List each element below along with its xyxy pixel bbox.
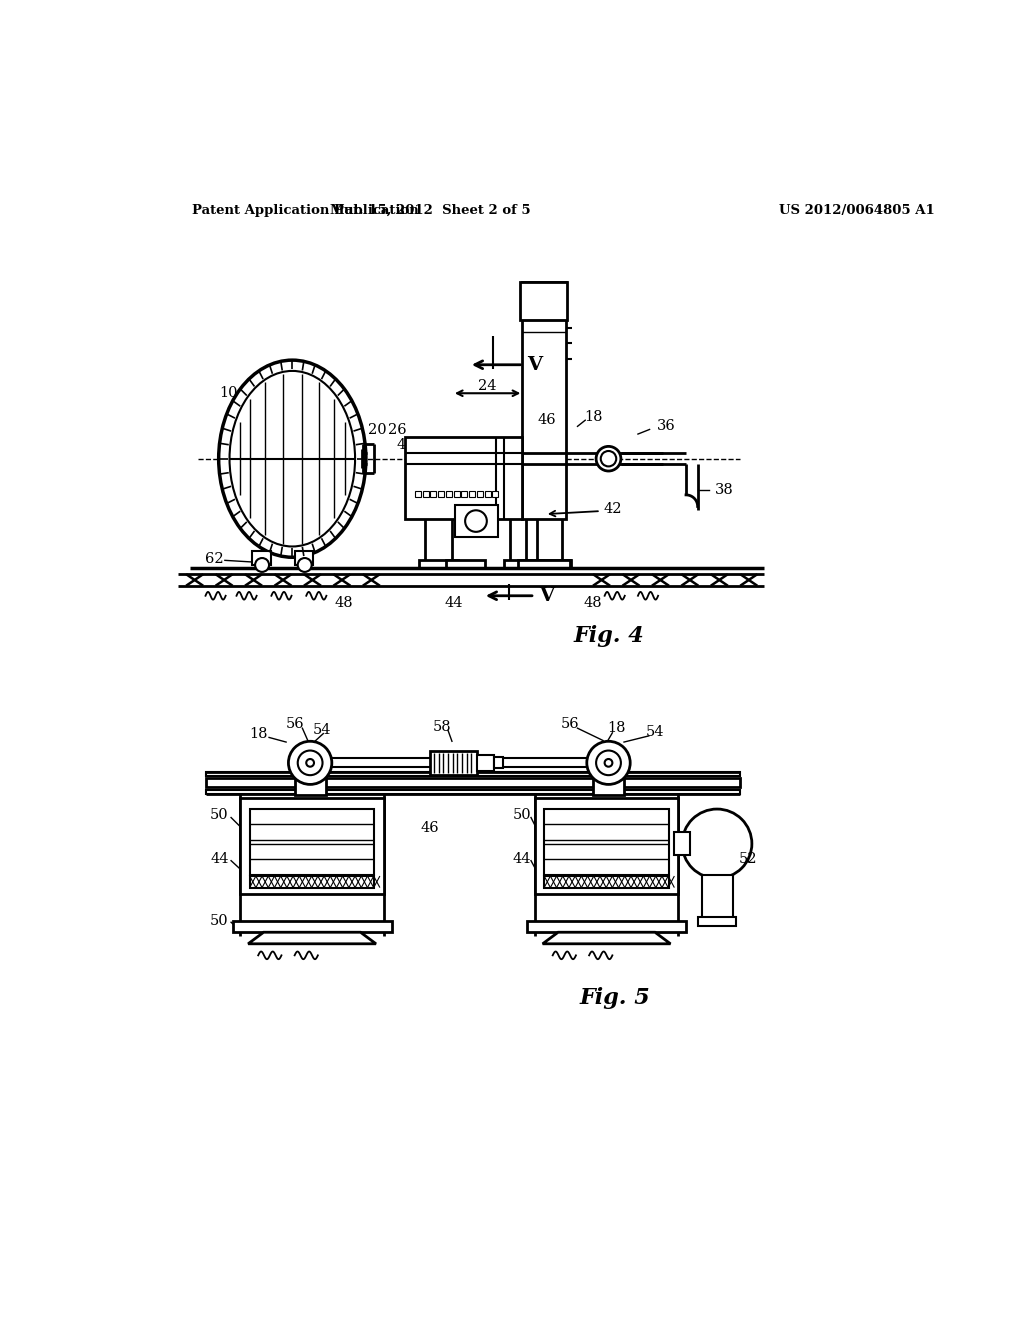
Text: 40: 40 <box>396 438 415 451</box>
Bar <box>521 281 566 519</box>
Text: Fig. 4: Fig. 4 <box>573 624 644 647</box>
Bar <box>504 561 544 568</box>
Circle shape <box>306 759 314 767</box>
Circle shape <box>255 558 269 572</box>
Bar <box>477 491 483 498</box>
Text: 18: 18 <box>249 727 267 742</box>
Circle shape <box>682 809 752 878</box>
Circle shape <box>604 759 612 767</box>
Bar <box>295 552 313 565</box>
Bar <box>445 491 452 498</box>
Bar <box>250 809 375 875</box>
Text: V: V <box>539 587 554 605</box>
Circle shape <box>465 511 486 532</box>
Circle shape <box>596 751 621 775</box>
Text: 56: 56 <box>286 717 304 731</box>
Bar <box>295 776 326 795</box>
Text: 52: 52 <box>738 853 758 866</box>
Polygon shape <box>248 932 376 944</box>
Bar <box>484 491 490 498</box>
Bar <box>206 789 740 793</box>
Bar <box>252 552 270 565</box>
Bar <box>406 437 521 519</box>
Text: Fig. 5: Fig. 5 <box>580 987 650 1008</box>
Bar <box>250 876 375 887</box>
Bar <box>527 921 686 932</box>
Bar <box>477 755 494 771</box>
Text: 36: 36 <box>657 420 676 433</box>
Circle shape <box>298 558 311 572</box>
Text: 50: 50 <box>210 913 228 928</box>
Bar <box>535 797 678 894</box>
Circle shape <box>298 751 323 775</box>
Text: 56: 56 <box>560 717 579 731</box>
Bar <box>438 491 444 498</box>
Text: 46: 46 <box>538 413 557 428</box>
Ellipse shape <box>219 360 366 557</box>
Text: 44: 44 <box>210 853 228 866</box>
Ellipse shape <box>229 371 355 546</box>
Bar <box>520 281 567 321</box>
Text: 46: 46 <box>421 821 439 836</box>
Bar <box>241 797 384 894</box>
Text: 44: 44 <box>444 597 463 610</box>
Bar <box>430 491 436 498</box>
Bar <box>493 491 499 498</box>
Bar <box>430 751 477 775</box>
Bar <box>232 921 391 932</box>
Bar <box>419 561 458 568</box>
Text: 62: 62 <box>206 552 224 566</box>
Bar <box>544 876 669 887</box>
Bar <box>461 491 467 498</box>
Text: 26: 26 <box>388 424 407 437</box>
Text: 38: 38 <box>716 483 734 496</box>
Text: 50: 50 <box>512 808 531 822</box>
Polygon shape <box>543 932 671 944</box>
Bar <box>531 561 570 568</box>
Bar <box>544 809 669 875</box>
Bar <box>518 561 569 568</box>
Text: 10: 10 <box>219 387 238 400</box>
Text: 54: 54 <box>646 725 665 739</box>
Text: 18: 18 <box>607 721 626 735</box>
Bar <box>494 758 503 768</box>
Bar <box>423 491 429 498</box>
Bar <box>445 561 485 568</box>
Text: 24: 24 <box>478 379 497 392</box>
Bar <box>593 776 624 795</box>
Circle shape <box>587 742 630 784</box>
Bar <box>454 491 460 498</box>
Text: Patent Application Publication: Patent Application Publication <box>191 205 418 218</box>
Bar <box>415 491 421 498</box>
Text: 50: 50 <box>210 808 228 822</box>
Circle shape <box>601 451 616 466</box>
Text: 42: 42 <box>603 502 622 516</box>
Circle shape <box>289 742 332 784</box>
Text: 48: 48 <box>334 597 352 610</box>
Bar <box>206 779 740 788</box>
Text: 58: 58 <box>432 719 452 734</box>
Text: V: V <box>527 356 543 374</box>
Bar <box>675 832 690 855</box>
Bar <box>701 875 732 921</box>
Text: Mar. 15, 2012  Sheet 2 of 5: Mar. 15, 2012 Sheet 2 of 5 <box>330 205 530 218</box>
Bar <box>469 491 475 498</box>
Text: US 2012/0064805 A1: US 2012/0064805 A1 <box>779 205 935 218</box>
Bar <box>697 917 736 927</box>
Bar <box>206 772 740 776</box>
Text: 18: 18 <box>584 411 602 424</box>
Bar <box>455 504 498 537</box>
Text: 20: 20 <box>369 424 387 437</box>
Text: 44: 44 <box>512 853 531 866</box>
Circle shape <box>596 446 621 471</box>
Text: 48: 48 <box>584 597 602 610</box>
Text: 54: 54 <box>312 723 331 737</box>
